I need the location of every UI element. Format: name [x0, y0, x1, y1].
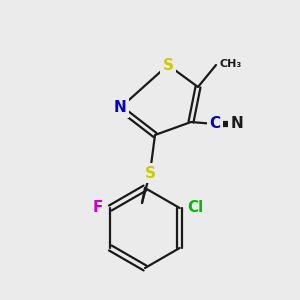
Text: C: C [209, 116, 220, 131]
Text: N: N [114, 100, 126, 116]
Text: Cl: Cl [188, 200, 204, 215]
Text: N: N [231, 116, 243, 131]
Text: F: F [92, 200, 103, 215]
Text: CH₃: CH₃ [219, 59, 241, 69]
Text: S: S [145, 166, 155, 181]
Text: S: S [163, 58, 173, 73]
